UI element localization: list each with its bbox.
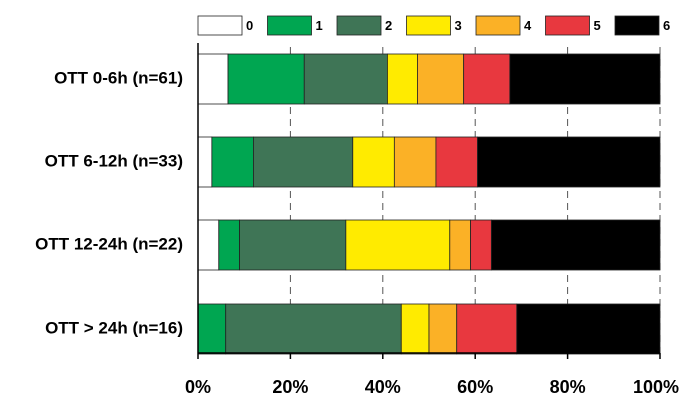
x-tick-label-1: 20% bbox=[272, 377, 308, 397]
legend-swatch-4 bbox=[475, 15, 521, 36]
category-label-3: OTT 12-24h (n=22) bbox=[35, 234, 183, 253]
bar-segment-3-level-5 bbox=[470, 219, 492, 271]
bar-segment-4-level-6 bbox=[516, 303, 661, 355]
legend-label-1: 1 bbox=[316, 18, 323, 33]
legend-swatch-5 bbox=[545, 15, 590, 36]
bar-segment-2-level-3 bbox=[352, 136, 395, 188]
x-tick-label-5: 100% bbox=[633, 377, 679, 397]
bar-segment-3-level-3 bbox=[345, 219, 451, 271]
legend-label-6: 6 bbox=[663, 18, 670, 33]
bar-segment-1-level-1 bbox=[227, 53, 305, 105]
legend-swatch-1 bbox=[267, 15, 312, 36]
bar-segment-1-level-4 bbox=[417, 53, 465, 105]
bar-segment-1-level-2 bbox=[303, 53, 388, 105]
bar-segment-1-level-5 bbox=[463, 53, 511, 105]
bar-segment-4-level-3 bbox=[400, 303, 430, 355]
legend-swatch-2 bbox=[336, 15, 382, 36]
legend-swatch-6 bbox=[614, 15, 660, 36]
bar-segment-4-level-4 bbox=[428, 303, 458, 355]
bar-segment-2-level-5 bbox=[435, 136, 478, 188]
bar-segment-2-level-0 bbox=[197, 136, 213, 188]
bar-segment-3-level-4 bbox=[449, 219, 471, 271]
bar-segment-2-level-4 bbox=[393, 136, 437, 188]
x-tick-label-2: 40% bbox=[365, 377, 401, 397]
x-tick-label-3: 60% bbox=[457, 377, 493, 397]
legend-label-5: 5 bbox=[594, 18, 601, 33]
category-label-2: OTT 6-12h (n=33) bbox=[45, 151, 183, 170]
bar-segment-3-level-6 bbox=[490, 219, 661, 271]
legend-label-3: 3 bbox=[455, 18, 462, 33]
bar-segment-1-level-3 bbox=[387, 53, 418, 105]
bar-segment-1-level-0 bbox=[197, 53, 229, 105]
bar-segment-4-level-2 bbox=[225, 303, 402, 355]
legend-swatch-3 bbox=[406, 15, 451, 36]
x-tick-label-0: 0% bbox=[185, 377, 211, 397]
bar-segment-2-level-1 bbox=[211, 136, 254, 188]
category-label-4: OTT > 24h (n=16) bbox=[45, 318, 183, 337]
legend-label-0: 0 bbox=[246, 18, 253, 33]
legend-swatch-0 bbox=[197, 15, 243, 36]
legend-label-4: 4 bbox=[524, 18, 532, 33]
bar-segment-2-level-6 bbox=[477, 136, 661, 188]
category-label-1: OTT 0-6h (n=61) bbox=[54, 68, 183, 87]
legend-label-2: 2 bbox=[385, 18, 392, 33]
x-tick-label-4: 80% bbox=[550, 377, 586, 397]
bar-segment-2-level-2 bbox=[253, 136, 354, 188]
bar-segment-3-level-0 bbox=[197, 219, 220, 271]
bar-segment-3-level-1 bbox=[218, 219, 240, 271]
bar-segment-3-level-2 bbox=[239, 219, 347, 271]
bar-segment-4-level-5 bbox=[456, 303, 518, 355]
bar-segment-1-level-6 bbox=[509, 53, 661, 105]
bar-segment-4-level-1 bbox=[197, 303, 227, 355]
